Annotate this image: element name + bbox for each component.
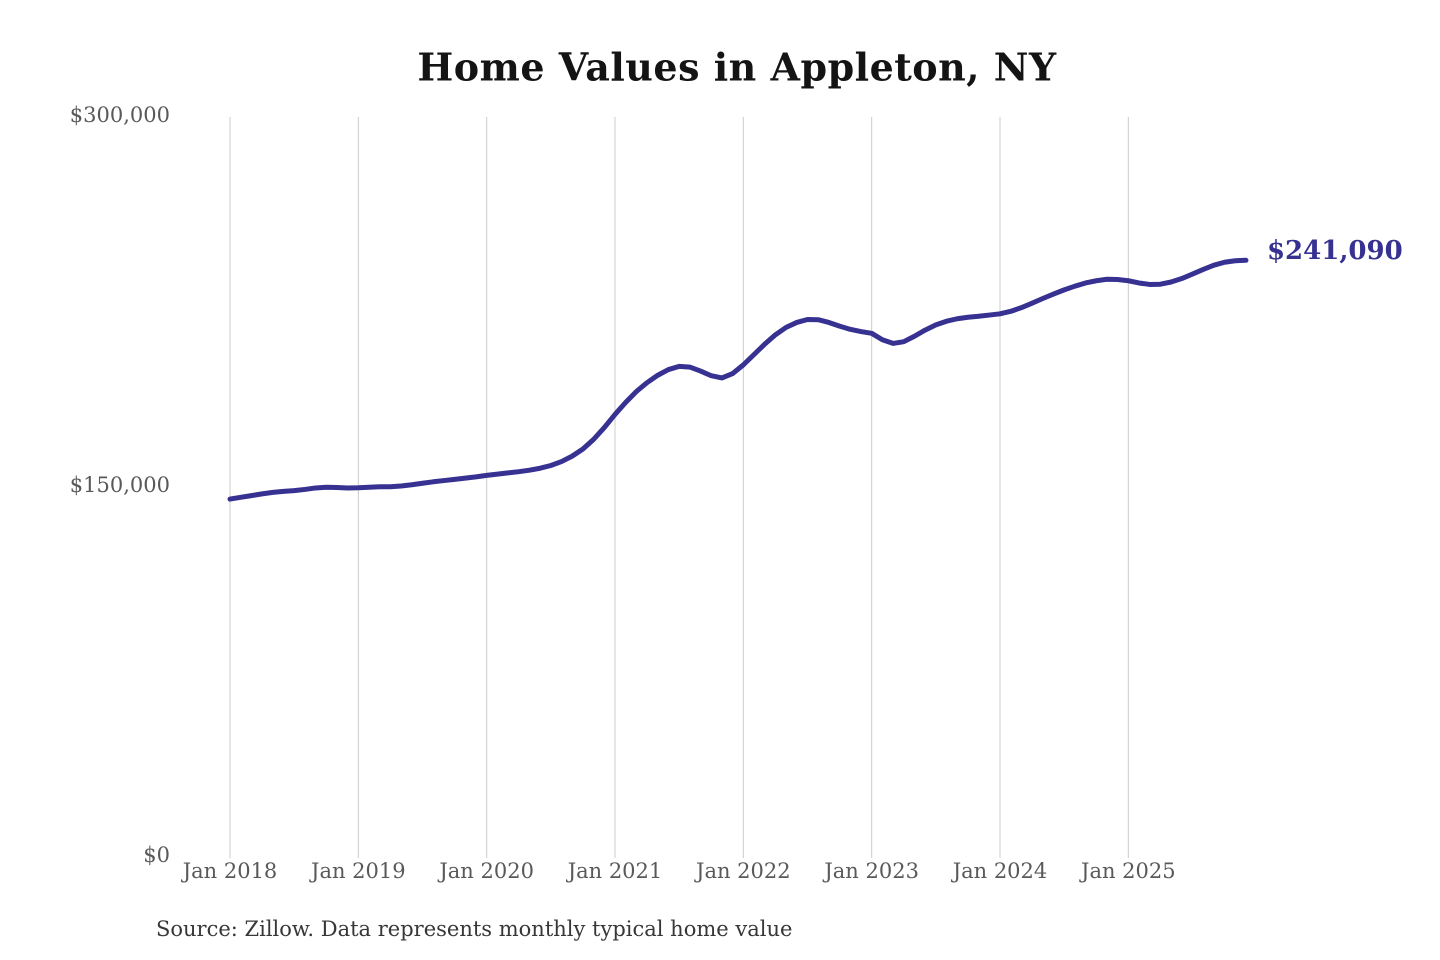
x-tick-jan-2020: Jan 2020 (439, 859, 534, 883)
x-tick-jan-2025: Jan 2025 (1081, 859, 1176, 883)
home-value-line (227, 257, 1249, 502)
x-tick-jan-2022: Jan 2022 (696, 859, 791, 883)
latest-value-label: $241,090 (1266, 236, 1403, 267)
chart-title: Home Values in Appleton, NY (417, 44, 1057, 90)
y-tick-300000: $300,000 (69, 103, 170, 127)
y-tick-150000: $150,000 (69, 473, 170, 497)
x-tick-jan-2023: Jan 2023 (824, 859, 919, 883)
y-tick-0: $0 (143, 843, 170, 867)
source-note: Source: Zillow. Data represents monthly … (156, 917, 793, 941)
x-tick-jan-2019: Jan 2019 (311, 859, 406, 883)
x-tick-jan-2018: Jan 2018 (182, 859, 278, 883)
x-tick-jan-2021: Jan 2021 (567, 859, 663, 883)
x-tick-jan-2024: Jan 2024 (952, 859, 1048, 883)
